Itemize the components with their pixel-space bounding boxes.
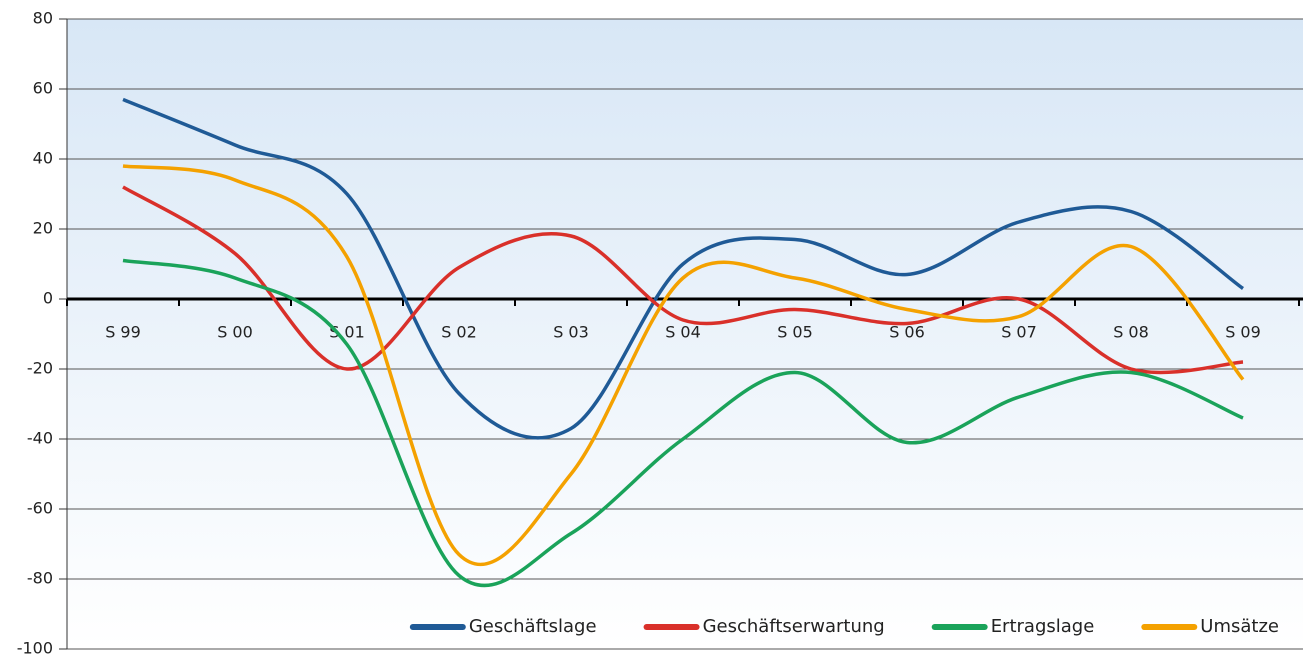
series-line: [122, 164, 1245, 567]
y-tick-label: -100: [17, 639, 53, 658]
y-tick-label: -20: [27, 359, 53, 378]
x-tick-label: S 08: [1113, 323, 1149, 342]
x-tick-label: S 00: [217, 323, 253, 342]
x-tick-label: S 99: [105, 323, 141, 342]
y-tick-label: 20: [33, 219, 53, 238]
x-tick-label: S 01: [329, 323, 365, 342]
legend-label: Umsätze: [1200, 616, 1279, 637]
y-tick-label: 0: [43, 289, 53, 308]
y-tick-label: 40: [33, 149, 53, 168]
series-line: [122, 258, 1244, 588]
plot-background: [67, 19, 1303, 649]
x-tick-label: S 03: [553, 323, 589, 342]
x-tick-label: S 07: [1001, 323, 1037, 342]
series-line: [122, 97, 1244, 440]
series-line: [122, 185, 1244, 375]
x-tick-label: S 02: [441, 323, 477, 342]
x-tick-label: S 05: [777, 323, 813, 342]
y-tick-label: -40: [27, 429, 53, 448]
legend-label: Ertragslage: [991, 616, 1095, 637]
x-tick-label: S 04: [665, 323, 701, 342]
x-tick-label: S 09: [1225, 323, 1261, 342]
y-tick-label: -80: [27, 569, 53, 588]
y-tick-label: -60: [27, 499, 53, 518]
y-tick-label: 60: [33, 79, 53, 98]
legend-label: Geschäftserwartung: [703, 616, 885, 637]
legend-label: Geschäftslage: [469, 616, 597, 637]
x-tick-label: S 06: [889, 323, 925, 342]
y-tick-label: 80: [33, 9, 53, 28]
